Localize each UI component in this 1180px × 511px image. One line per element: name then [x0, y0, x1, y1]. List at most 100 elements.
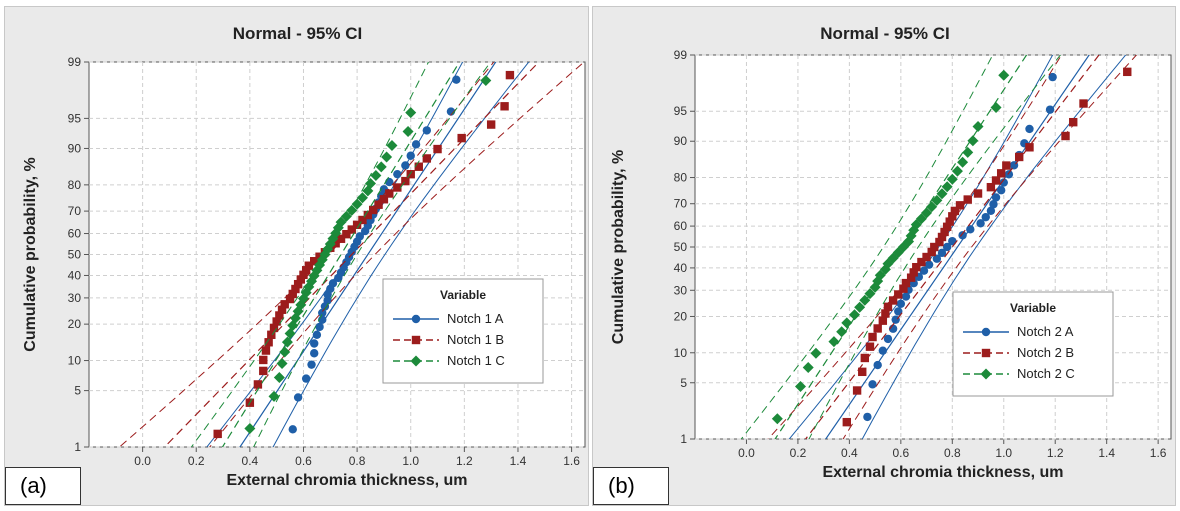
data-point-1 — [945, 217, 954, 226]
data-point-2 — [375, 161, 387, 173]
legend-title: Variable — [1010, 301, 1056, 315]
data-point-1 — [352, 220, 362, 230]
data-point-0 — [328, 279, 338, 288]
x-axis-label: External chromia thickness, um — [227, 472, 468, 489]
x-tick-label: 0.8 — [349, 454, 366, 468]
data-point-1 — [486, 120, 496, 129]
data-point-1 — [894, 290, 903, 299]
data-point-2 — [281, 336, 293, 348]
data-point-1 — [899, 284, 908, 293]
y-tick-label: 80 — [674, 171, 688, 185]
data-point-0 — [422, 126, 432, 135]
ci-band-2 — [253, 62, 492, 447]
data-point-0 — [999, 178, 1008, 187]
x-tick-label: 0.2 — [188, 454, 205, 468]
legend: Variable Notch 1 A Notch 1 B Notch 1 C — [382, 278, 544, 384]
data-point-0 — [307, 360, 316, 369]
data-point-1 — [868, 332, 877, 342]
data-point-0 — [958, 231, 967, 240]
data-point-0 — [452, 75, 461, 84]
data-point-2 — [335, 216, 347, 228]
data-point-0 — [989, 200, 998, 209]
data-point-1 — [406, 170, 415, 179]
y-tick-label: 30 — [68, 291, 82, 305]
data-point-2 — [802, 361, 814, 373]
y-tick-label: 20 — [68, 317, 82, 331]
legend-entry: Notch 2 A — [1017, 324, 1074, 339]
data-point-2 — [972, 121, 984, 133]
data-point-2 — [957, 156, 969, 168]
data-point-2 — [854, 301, 866, 313]
y-tick-label: 10 — [674, 346, 688, 360]
legend-entry: Notch 2 C — [1017, 366, 1075, 381]
data-point-1 — [1014, 152, 1024, 162]
ci-band-2 — [808, 55, 1062, 439]
data-point-2 — [951, 165, 963, 177]
data-point-2 — [273, 372, 285, 384]
chart-panel-a: Normal - 95% CI 0.0 0.2 0.4 0.6 0.8 1.0 1.2 1.4 1… — [4, 6, 589, 506]
y-axis-label: Cumulative probability, % — [610, 150, 627, 344]
ci-band-0 — [788, 55, 1054, 439]
data-point-2 — [386, 140, 398, 152]
y-tick-label: 70 — [674, 197, 688, 211]
data-point-0 — [315, 322, 324, 332]
data-point-1 — [379, 195, 389, 204]
probability-plot-a: Normal - 95% CI 0.0 0.2 0.4 0.6 0.8 1.0 1.2 1.4 1… — [22, 24, 586, 489]
legend-swatch-marker — [411, 314, 421, 324]
data-point-2 — [931, 194, 943, 206]
data-point-0 — [948, 236, 957, 246]
data-point-2 — [405, 107, 417, 119]
y-tick-label: 90 — [674, 134, 688, 148]
data-point-2 — [268, 390, 280, 402]
y-tick-label: 50 — [674, 240, 688, 254]
data-point-2 — [962, 146, 974, 158]
legend: Variable Notch 2 A Notch 2 B Notch 2 C — [952, 291, 1114, 397]
data-point-0 — [883, 334, 893, 344]
data-point-0 — [878, 346, 888, 355]
data-point-0 — [991, 193, 1001, 202]
data-point-0 — [868, 380, 877, 389]
data-point-1 — [261, 346, 271, 355]
data-point-2 — [998, 69, 1010, 81]
legend-entry: Notch 1 C — [447, 353, 505, 368]
data-point-2 — [794, 381, 806, 393]
data-point-1 — [457, 133, 466, 143]
data-point-1 — [963, 195, 972, 204]
data-point-2 — [836, 326, 848, 338]
x-axis-label: External chromia thickness, um — [823, 464, 1064, 481]
data-point-1 — [267, 330, 276, 339]
legend-title: Variable — [440, 288, 486, 302]
x-tick-label: 1.6 — [1150, 446, 1167, 460]
data-point-1 — [901, 278, 911, 288]
y-tick-label: 50 — [68, 248, 82, 262]
data-point-0 — [323, 296, 332, 305]
data-point-1 — [213, 429, 222, 439]
data-point-1 — [1069, 117, 1078, 127]
data-point-1 — [973, 189, 983, 198]
data-point-1 — [852, 386, 862, 395]
data-point-2 — [381, 151, 393, 163]
x-tick-label: 0.8 — [944, 446, 961, 460]
y-tick-label: 99 — [68, 55, 82, 69]
data-point-0 — [932, 254, 942, 263]
data-point-0 — [1004, 170, 1014, 179]
ci-band-2 — [740, 55, 994, 439]
y-tick-label: 99 — [674, 48, 688, 62]
data-point-1 — [500, 102, 509, 111]
data-point-1 — [315, 252, 324, 261]
data-point-1 — [1061, 131, 1070, 141]
data-point-1 — [865, 342, 875, 351]
data-point-0 — [924, 260, 934, 269]
data-point-2 — [905, 230, 917, 242]
data-point-1 — [937, 232, 947, 242]
data-point-0 — [966, 225, 975, 234]
series-layer — [740, 55, 1138, 439]
y-axis-label: Cumulative probability, % — [22, 157, 39, 351]
data-point-1 — [422, 154, 432, 163]
y-tick-label: 10 — [68, 354, 82, 368]
data-point-2 — [990, 101, 1002, 113]
data-point-1 — [358, 215, 367, 225]
data-point-0 — [301, 374, 311, 383]
y-tick-label: 60 — [674, 219, 688, 233]
legend-box — [382, 278, 544, 384]
